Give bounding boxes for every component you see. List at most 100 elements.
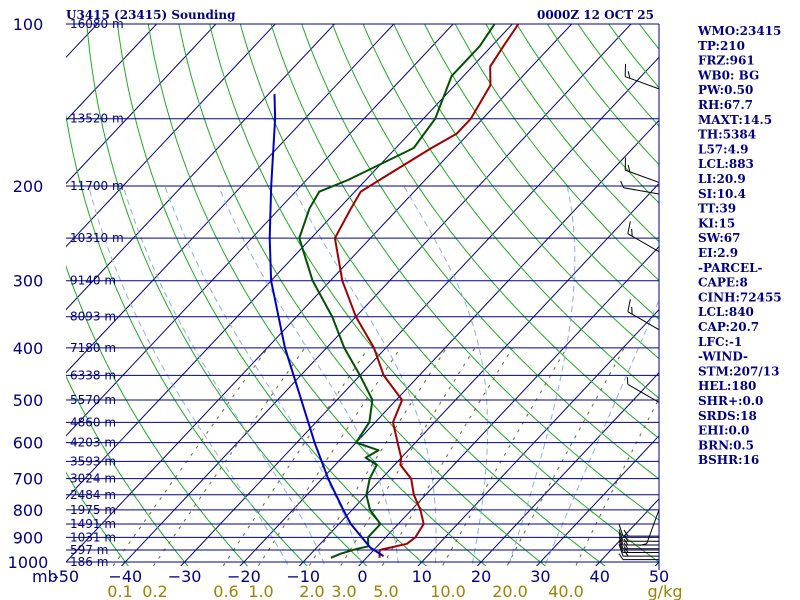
height-label: 597 m: [70, 543, 108, 557]
index-line: MAXT:14.5: [698, 113, 772, 127]
moist-adiabat: [291, 185, 437, 566]
mixing-ratio-label: 0.2: [142, 582, 167, 600]
index-line: LFC:-1: [698, 335, 742, 349]
dry-adiabat: [209, 24, 606, 566]
isotherm: [66, 24, 336, 311]
barb-flag: [618, 536, 624, 549]
height-label: 10310 m: [70, 231, 124, 245]
height-label: 11700 m: [70, 179, 124, 193]
dry-adiabat: [331, 24, 659, 439]
barb-flag: [618, 540, 624, 553]
dry-adiabat: [270, 24, 659, 521]
pressure-tick-label: 1000: [8, 553, 49, 572]
barb-flag: [623, 542, 629, 550]
temperature-tick-label: −40: [108, 567, 142, 586]
wind-barb: [618, 532, 659, 546]
isotherm: [535, 435, 659, 566]
mixing-ratio-label: 0.1: [107, 582, 132, 600]
barb-flag: [618, 553, 624, 560]
mixing-ratio-line: [575, 397, 659, 566]
isotherm: [66, 24, 158, 122]
dry-adiabat: [66, 264, 249, 566]
barb-staff: [625, 169, 660, 183]
dry-adiabat: [116, 24, 428, 566]
index-line: WMO:23415: [697, 24, 781, 38]
index-line: SI:10.4: [698, 187, 746, 201]
isotherm: [66, 24, 454, 437]
mixing-ratio-line: [506, 347, 625, 566]
height-label: 4203 m: [70, 436, 116, 450]
index-line: SW:67: [698, 231, 740, 245]
dry-adiabat: [362, 24, 659, 399]
index-line: LCL:840: [698, 305, 754, 319]
moist-adiabat: [507, 185, 576, 566]
height-label: 8093 m: [70, 310, 116, 324]
index-line: L57:4.9: [698, 142, 748, 156]
temperature-tick-label: 0: [357, 567, 367, 586]
index-line: CAP:20.7: [698, 320, 759, 334]
index-line: SRDS:18: [698, 409, 757, 423]
wind-barb: [618, 540, 659, 553]
mixing-ratio-label: 1.0: [248, 582, 273, 600]
height-label: 16080 m: [70, 17, 124, 31]
barb-flag: [623, 546, 629, 553]
height-label: 1975 m: [70, 503, 116, 517]
isotherm: [239, 119, 659, 566]
wind-barb: [627, 299, 660, 331]
pressure-tick-label: 500: [13, 391, 44, 410]
pressure-tick-label: 800: [13, 501, 44, 520]
barb-flag: [627, 221, 631, 234]
mixing-ratio-line: [339, 347, 476, 566]
barb-flag: [623, 549, 629, 557]
moist-adiabat: [403, 185, 489, 566]
wind-barb: [618, 529, 659, 542]
wind-barb: [620, 180, 660, 195]
mixing-ratio-label: 10.0: [430, 582, 466, 600]
pressure-tick-label: 600: [13, 434, 44, 453]
temperature-tick-label: -50: [53, 567, 79, 586]
height-label: 186 m: [70, 555, 108, 569]
barb-staff: [627, 311, 660, 331]
chart-title: U3415 (23415) Sounding: [66, 8, 236, 22]
temperature-tick-label: 10: [412, 567, 432, 586]
index-line: PW:0.50: [698, 83, 753, 97]
height-label: 1031 m: [70, 530, 116, 544]
index-line: BRN:0.5: [698, 438, 754, 452]
barb-flag: [627, 299, 631, 312]
wind-barb: [626, 377, 660, 403]
height-label: 6338 m: [70, 368, 116, 382]
moist-adiabat: [88, 185, 290, 566]
index-line: LCL:883: [698, 157, 754, 171]
mixing-ratio-label: 5.0: [373, 582, 398, 600]
wind-barb: [618, 536, 659, 550]
index-line: TT:39: [698, 202, 736, 216]
mixing-ratio-line: [308, 347, 447, 566]
dry-adiabat: [393, 24, 659, 360]
dry-adiabat: [423, 24, 659, 320]
height-label: 3024 m: [70, 472, 116, 486]
index-line: EHI:0.0: [698, 424, 749, 438]
dry-adiabat: [147, 24, 487, 566]
isotherm: [358, 245, 659, 566]
wind-barb: [618, 523, 659, 537]
barb-flag: [627, 164, 631, 172]
temperature-tick-label: −20: [227, 567, 261, 586]
barb-flag: [623, 534, 629, 542]
moist-adiabat: [217, 185, 400, 566]
barb-staff: [627, 383, 660, 403]
mixing-ratio-label: 0.6: [213, 582, 238, 600]
index-line: RH:67.7: [698, 98, 753, 112]
chart-datetime: 0000Z 12 OCT 25: [537, 8, 654, 22]
index-line: TP:210: [698, 39, 745, 53]
index-line: KI:15: [698, 216, 735, 230]
barb-staff: [646, 509, 660, 544]
moist-adiabat: [122, 185, 326, 566]
dry-adiabat: [454, 24, 659, 282]
wind-barb: [618, 543, 659, 557]
barb-flag: [618, 543, 624, 557]
index-line: HEL:180: [698, 379, 756, 393]
wind-barbs: [618, 63, 660, 561]
